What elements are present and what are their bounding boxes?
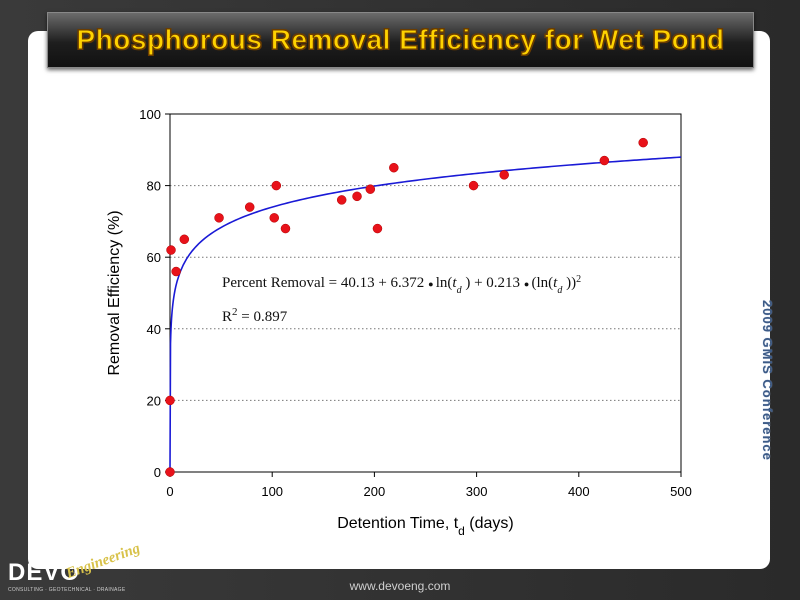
data-point — [165, 467, 175, 477]
data-point — [179, 234, 190, 245]
x-tick-label: 400 — [568, 484, 590, 499]
data-point — [271, 180, 282, 191]
data-point — [166, 245, 176, 255]
y-tick-label: 100 — [139, 107, 161, 122]
plot-frame — [169, 113, 682, 473]
data-point — [269, 213, 279, 223]
conference-side-label: 2009 GMIS Conference — [760, 300, 775, 461]
logo-wordmark: DEVO — [8, 559, 81, 586]
r-squared: R2 = 0.897 — [222, 306, 288, 325]
data-point — [638, 137, 648, 148]
y-axis-label: Removal Efficiency (%) — [106, 210, 123, 375]
fit-equation: Percent Removal = 40.13 + 6.372 ● ln(td … — [222, 274, 581, 296]
x-tick-label: 0 — [166, 484, 173, 499]
y-tick-label: 40 — [147, 322, 161, 337]
logo-tagline: CONSULTING · GEOTECHNICAL · DRAINAGE — [8, 587, 126, 593]
x-axis-label: Detention Time, td (days) — [337, 515, 514, 538]
slide-panel — [28, 31, 770, 569]
x-tick-label: 100 — [261, 484, 283, 499]
data-point — [165, 395, 175, 406]
y-tick-label: 60 — [147, 250, 161, 265]
data-point — [336, 195, 347, 205]
page-title: Phosphorous Removal Efficiency for Wet P… — [76, 24, 725, 56]
data-point — [372, 223, 383, 234]
title-banner: Phosphorous Removal Efficiency for Wet P… — [47, 12, 754, 68]
y-tick-label: 80 — [147, 179, 161, 194]
x-tick-label: 200 — [364, 484, 386, 499]
x-tick-label: 300 — [466, 484, 488, 499]
y-tick-label: 0 — [154, 465, 161, 480]
data-point — [499, 170, 509, 180]
data-point — [468, 180, 479, 191]
x-tick-label: 500 — [670, 484, 692, 499]
data-point — [214, 213, 224, 223]
data-point — [352, 191, 362, 202]
footer-url[interactable]: www.devoeng.com — [349, 579, 451, 593]
data-point — [244, 202, 255, 212]
company-logo: DEVO Engineering CONSULTING · GEOTECHNIC… — [8, 540, 142, 597]
data-point — [599, 155, 610, 166]
data-point — [389, 162, 399, 173]
data-point — [365, 184, 376, 194]
y-tick-label: 20 — [147, 393, 161, 408]
fit-curve — [169, 156, 682, 473]
data-point — [171, 266, 181, 277]
data-point — [280, 223, 291, 234]
